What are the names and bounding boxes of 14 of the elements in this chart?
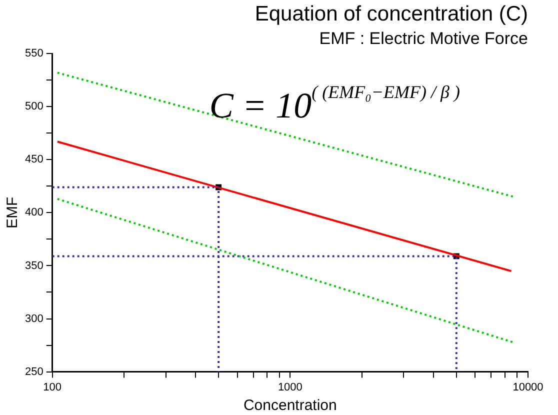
x-tick-label: 10000 (512, 381, 544, 394)
y-tick-label: 250 (24, 366, 44, 378)
chart-subtitle: EMF : Electric Motive Force (319, 29, 528, 48)
y-tick-label: 500 (24, 100, 44, 113)
chart-title: Equation of concentration (C) (254, 2, 528, 26)
y-axis-title: EMF (4, 196, 22, 229)
y-tick-label: 400 (24, 206, 44, 219)
y-tick-label: 450 (24, 154, 44, 166)
x-tick-label: 1000 (278, 381, 302, 394)
y-tick-label: 350 (24, 260, 44, 272)
y-tick-label: 550 (24, 48, 44, 60)
y-tick-label: 300 (24, 312, 44, 325)
x-axis-title: Concentration (243, 397, 337, 414)
x-tick-label: 100 (43, 381, 62, 394)
